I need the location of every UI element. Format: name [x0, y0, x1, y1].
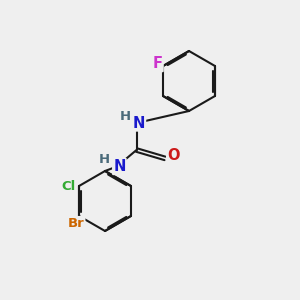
Text: Br: Br — [68, 217, 84, 230]
Text: H: H — [119, 110, 131, 123]
Text: N: N — [133, 116, 145, 130]
Text: O: O — [167, 148, 180, 164]
Text: H: H — [99, 153, 110, 167]
Text: F: F — [153, 56, 163, 71]
Text: Cl: Cl — [61, 179, 76, 193]
Text: N: N — [113, 159, 126, 174]
